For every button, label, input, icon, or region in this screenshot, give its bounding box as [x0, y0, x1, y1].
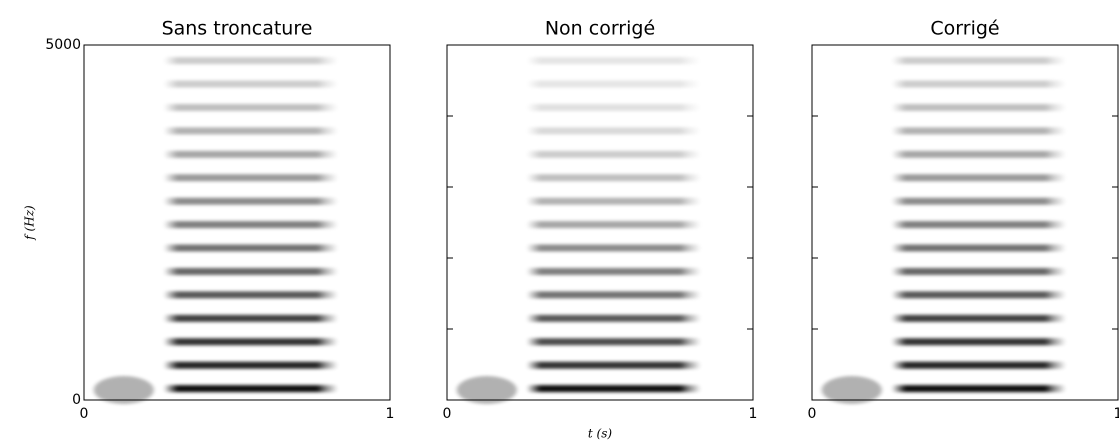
panel-title: Sans troncature — [162, 18, 313, 40]
harmonic-band — [163, 80, 338, 88]
harmonic-band — [526, 174, 701, 182]
x-axis-label: t (s) — [588, 427, 612, 441]
plot-frame — [83, 44, 391, 401]
harmonic-band — [891, 361, 1066, 369]
harmonic-band — [526, 291, 701, 299]
harmonic-band — [163, 361, 338, 369]
x-tick-label: 1 — [1114, 406, 1119, 422]
harmonic-band — [163, 221, 338, 229]
onset-smear — [456, 376, 517, 404]
harmonic-band — [891, 267, 1066, 275]
harmonic-band — [526, 338, 701, 346]
harmonic-band — [891, 338, 1066, 346]
harmonic-band — [891, 57, 1066, 65]
onset-smear — [93, 376, 154, 404]
x-tick-label: 0 — [443, 406, 452, 422]
harmonic-band — [891, 197, 1066, 205]
harmonic-band — [891, 127, 1066, 135]
panel-title: Corrigé — [930, 18, 999, 40]
harmonic-band — [163, 291, 338, 299]
harmonic-band — [891, 80, 1066, 88]
harmonic-band — [163, 150, 338, 158]
harmonic-band — [526, 150, 701, 158]
harmonic-band — [891, 150, 1066, 158]
harmonic-band — [163, 127, 338, 135]
harmonic-band — [526, 221, 701, 229]
x-tick-label: 1 — [749, 406, 758, 422]
harmonic-band — [163, 57, 338, 65]
harmonic-band — [526, 385, 701, 393]
harmonic-band — [163, 267, 338, 275]
harmonic-band — [526, 244, 701, 252]
harmonic-band — [526, 361, 701, 369]
harmonic-band — [163, 385, 338, 393]
x-tick-label: 1 — [386, 406, 395, 422]
x-tick-label: 0 — [808, 406, 817, 422]
harmonic-band — [163, 338, 338, 346]
harmonic-band — [526, 57, 701, 65]
harmonic-band — [163, 244, 338, 252]
harmonic-band — [891, 291, 1066, 299]
harmonic-band — [891, 314, 1066, 322]
harmonic-band — [526, 267, 701, 275]
harmonic-band — [163, 197, 338, 205]
plot-frame — [811, 44, 1119, 401]
harmonic-band — [891, 244, 1066, 252]
onset-smear — [821, 376, 882, 404]
harmonic-band — [526, 127, 701, 135]
harmonic-band — [891, 221, 1066, 229]
harmonic-band — [526, 197, 701, 205]
harmonic-band — [891, 103, 1066, 111]
plot-frame — [446, 44, 754, 401]
y-axis-label: f (Hz) — [23, 205, 37, 241]
harmonic-band — [163, 174, 338, 182]
harmonic-band — [526, 80, 701, 88]
x-tick-label: 0 — [80, 406, 89, 422]
harmonic-band — [163, 314, 338, 322]
harmonic-band — [526, 314, 701, 322]
harmonic-band — [526, 103, 701, 111]
harmonic-band — [891, 385, 1066, 393]
y-tick-label: 0 — [72, 392, 81, 408]
panel-title: Non corrigé — [545, 18, 655, 40]
y-tick-label: 5000 — [45, 37, 81, 53]
harmonic-band — [891, 174, 1066, 182]
harmonic-band — [163, 103, 338, 111]
